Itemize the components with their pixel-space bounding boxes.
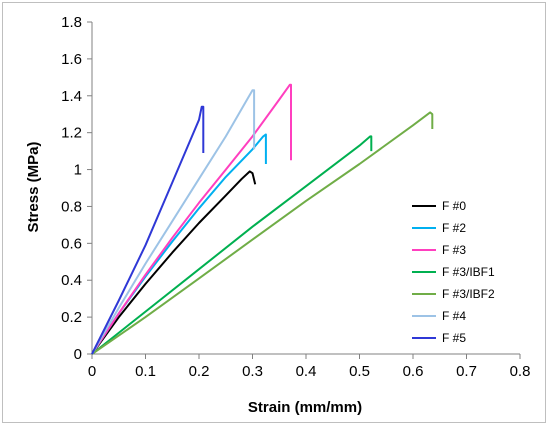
y-tick-label: 0	[74, 346, 82, 363]
series-line-f-3-ibf2	[91, 111, 434, 355]
legend-label-f-3-ibf2: F #3/IBF2	[442, 287, 495, 301]
series-layer	[91, 83, 434, 355]
x-tick-label: 0.5	[349, 363, 370, 380]
y-tick-label: 0.2	[61, 309, 82, 326]
y-axis-title: Stress (MPa)	[25, 142, 42, 233]
x-axis-title: Strain (mm/mm)	[248, 399, 362, 416]
x-tick-label: 0.1	[135, 363, 156, 380]
y-tick-label: 1.6	[61, 51, 82, 68]
x-tick-label: 0	[88, 363, 96, 380]
series-line-f-5	[91, 105, 205, 355]
legend-label-f-3: F #3	[442, 243, 466, 257]
series-line-f-3-ibf1	[91, 135, 373, 355]
y-tick-label: 1	[74, 162, 82, 179]
series-line-f-0	[91, 170, 257, 355]
y-tick-label: 0.4	[61, 272, 82, 289]
x-tick-label: 0.8	[510, 363, 531, 380]
legend-label-f-4: F #4	[442, 309, 466, 323]
x-tick-label: 0.4	[296, 363, 317, 380]
x-tick-label: 0.6	[403, 363, 424, 380]
x-tick-label: 0.2	[189, 363, 210, 380]
y-tick-label: 1.8	[61, 14, 82, 31]
legend-label-f-2: F #2	[442, 221, 466, 235]
series-line-f-4	[91, 89, 256, 355]
x-tick-label: 0.7	[456, 363, 477, 380]
legend-label-f-0: F #0	[442, 199, 466, 213]
series-line-f-3	[91, 83, 292, 355]
y-tick-label: 1.4	[61, 88, 82, 105]
x-tick-label: 0.3	[242, 363, 263, 380]
y-tick-label: 1.2	[61, 125, 82, 142]
legend-label-f-5: F #5	[442, 331, 466, 345]
legend-label-f-3-ibf1: F #3/IBF1	[442, 265, 495, 279]
tick-labels: 0 0.1 0.2 0.3 0.4 0.5 0.6 0.7 0.8 0 0.2 0.4 0.6 0.8 1 1…	[61, 14, 530, 380]
y-tick-label: 0.8	[61, 198, 82, 215]
legend: F #0 F #2 F #3 F #3/IBF1 F #3/IBF2 F #4 F #5	[412, 199, 495, 345]
y-tick-label: 0.6	[61, 235, 82, 252]
